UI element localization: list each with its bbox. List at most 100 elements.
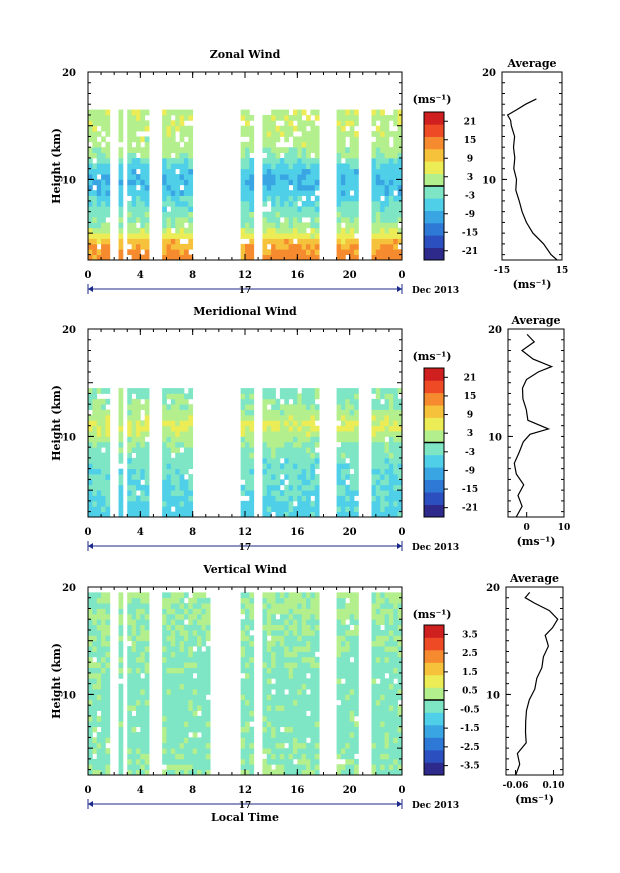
heat-cell	[88, 463, 93, 470]
heat-cell	[275, 436, 281, 443]
heat-cell	[175, 398, 180, 405]
heat-cell	[127, 705, 133, 711]
heat-cell	[162, 190, 167, 196]
heat-cell	[306, 753, 311, 760]
heat-cell	[183, 200, 189, 207]
heat-cell	[240, 457, 246, 464]
heat-cell	[249, 398, 255, 405]
heat-cell	[192, 597, 198, 604]
heat-cell	[88, 710, 93, 717]
heat-cell	[166, 748, 172, 754]
heat-cell	[105, 243, 111, 250]
heat-cell	[170, 222, 176, 229]
heat-cell	[279, 233, 285, 239]
heat-cell	[205, 613, 211, 620]
heat-cell	[118, 452, 124, 459]
heat-cell	[240, 624, 246, 631]
heat-cell	[345, 431, 351, 437]
heat-cell	[170, 748, 176, 754]
heat-cell	[301, 490, 307, 496]
heat-cell	[175, 447, 180, 453]
heat-cell	[240, 705, 246, 711]
heat-cell	[371, 646, 377, 652]
heat-cell	[310, 141, 316, 148]
heat-cell	[310, 420, 316, 427]
heat-cell	[188, 490, 194, 496]
heat-cell	[310, 233, 316, 239]
heat-cell	[118, 689, 124, 695]
heat-cell	[175, 184, 180, 191]
heat-cell	[306, 597, 311, 604]
heat-cell	[375, 206, 381, 213]
heat-cell	[275, 114, 281, 121]
heat-cell	[393, 624, 399, 631]
heat-cell	[88, 431, 93, 437]
heat-cell	[397, 667, 403, 674]
heat-cell	[201, 619, 207, 625]
heat-cell	[271, 147, 276, 153]
heat-cell	[192, 624, 198, 631]
heat-cell	[131, 420, 137, 427]
heat-cell	[245, 597, 250, 604]
heat-cell	[297, 222, 303, 229]
heat-cell	[354, 109, 359, 116]
colorbar-tick-label: 3	[467, 173, 473, 183]
heat-cell	[140, 705, 146, 711]
heat-cell	[388, 425, 394, 432]
heat-cell	[279, 163, 285, 170]
heat-cell	[179, 629, 185, 636]
colorbar-swatch	[424, 173, 444, 187]
heat-cell	[179, 463, 185, 470]
heat-cell	[340, 608, 346, 615]
heat-cell	[371, 764, 377, 771]
heat-cell	[240, 463, 246, 470]
heat-cell	[131, 613, 137, 620]
heat-cell	[301, 206, 307, 213]
heat-cell	[144, 748, 150, 754]
heat-cell	[354, 624, 359, 631]
heat-cell	[175, 125, 180, 132]
heat-cell	[88, 174, 93, 180]
heat-cell	[140, 452, 146, 459]
heat-cell	[349, 184, 355, 191]
heat-cell	[345, 646, 351, 652]
x-tick-label: 0	[399, 785, 406, 796]
heat-cell	[345, 672, 351, 679]
heat-cell	[245, 710, 250, 717]
heat-cell	[131, 640, 137, 647]
heat-cell	[249, 436, 255, 443]
heat-cell	[271, 168, 276, 175]
heat-cell	[340, 125, 346, 132]
heat-cell	[354, 689, 359, 695]
heat-cell	[92, 592, 98, 599]
heat-cell	[166, 511, 172, 518]
heat-cell	[140, 436, 146, 443]
heat-cell	[170, 431, 176, 437]
heat-cell	[306, 715, 311, 722]
heat-cell	[249, 689, 255, 695]
heat-cell	[135, 420, 141, 427]
heat-cell	[131, 174, 137, 180]
heat-cell	[266, 603, 272, 609]
heat-cell	[183, 233, 189, 239]
heat-cell	[179, 646, 185, 652]
heat-cell	[249, 490, 255, 496]
heat-cell	[140, 753, 146, 760]
heat-cell	[292, 726, 298, 733]
heat-cell	[201, 737, 207, 744]
heat-cell	[349, 495, 355, 502]
heat-cell	[393, 431, 399, 437]
heat-cell	[284, 613, 290, 620]
heat-cell	[249, 200, 255, 207]
heat-cell	[92, 233, 98, 239]
heat-cell	[380, 678, 385, 685]
heat-cell	[349, 479, 355, 486]
heat-cell	[166, 726, 172, 733]
heat-cell	[96, 667, 102, 674]
heat-cell	[380, 217, 385, 223]
heat-cell	[240, 157, 246, 164]
heat-cell	[162, 249, 167, 256]
heat-cell	[262, 742, 268, 749]
heat-cell	[301, 233, 307, 239]
